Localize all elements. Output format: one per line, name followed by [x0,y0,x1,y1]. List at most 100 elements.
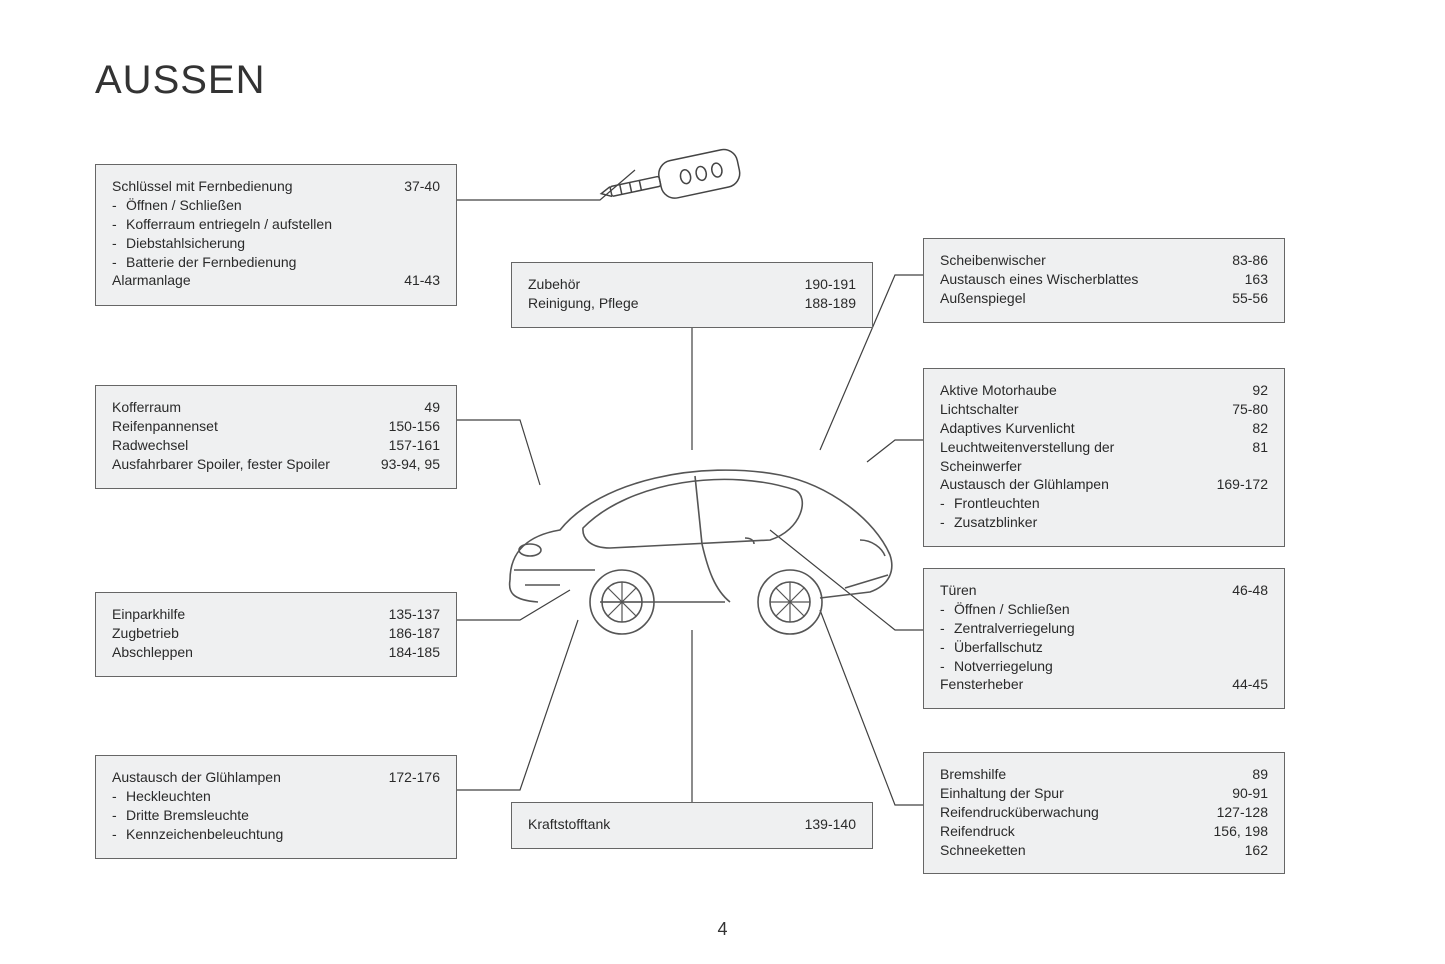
entry-label: Reifendruck [940,822,1198,841]
entry-row: Schneeketten162 [940,841,1268,860]
info-box-CBot: Kraftstofftank139-140 [511,802,873,849]
entry-pages: 162 [1198,841,1268,860]
entry-label: Aktive Motorhaube [940,381,1198,400]
entry-pages: 169-172 [1198,475,1268,494]
entry-row: Kofferraum49 [112,398,440,417]
info-box-L2: Kofferraum49Reifenpannenset150-156Radwec… [95,385,457,489]
entry-pages: 190-191 [786,275,856,294]
entry-pages: 139-140 [786,815,856,834]
entry-row: Zubehör190-191 [528,275,856,294]
entry-row: Einhaltung der Spur90-91 [940,784,1268,803]
entry-row: Austausch der Glühlampen169-172 [940,475,1268,494]
entry-label: Reifenpannenset [112,417,370,436]
page-root: AUSSEN [0,0,1445,964]
entry-pages: 82 [1198,419,1268,438]
entry-label: Türen [940,581,1198,600]
info-box-R4: Bremshilfe89Einhaltung der Spur90-91Reif… [923,752,1285,874]
entry-label: Kraftstofftank [528,815,786,834]
entry-pages: 37-40 [370,177,440,196]
entry-label: Zugbetrieb [112,624,370,643]
entry-pages: 41-43 [370,271,440,290]
entry-label: Schneeketten [940,841,1198,860]
entry-row: Türen46-48 [940,581,1268,600]
entry-label: Reinigung, Pflege [528,294,786,313]
entry-row: Abschleppen184-185 [112,643,440,662]
entry-label: Alarmanlage [112,271,370,290]
entry-pages: 49 [370,398,440,417]
entry-row: Reinigung, Pflege188-189 [528,294,856,313]
entry-pages: 150-156 [370,417,440,436]
entry-pages: 55-56 [1198,289,1268,308]
entry-pages: 156, 198 [1198,822,1268,841]
entry-subitem: Diebstahlsicherung [126,234,440,253]
entry-label: Außenspiegel [940,289,1198,308]
entry-label: Kofferraum [112,398,370,417]
entry-label: Abschleppen [112,643,370,662]
entry-subitems: Öffnen / SchließenZentralverriegelungÜbe… [940,600,1268,676]
entry-row: Alarmanlage41-43 [112,271,440,290]
entry-row: Scheibenwischer83-86 [940,251,1268,270]
entry-label: Fensterheber [940,675,1198,694]
entry-label: Lichtschalter [940,400,1198,419]
info-box-R2: Aktive Motorhaube92Lichtschalter75-80Ada… [923,368,1285,547]
entry-subitem: Überfallschutz [954,638,1268,657]
entry-label: Radwechsel [112,436,370,455]
entry-pages: 188-189 [786,294,856,313]
entry-label: Leuchtweitenverstellung der Scheinwerfer [940,438,1198,476]
info-box-R1: Scheibenwischer83-86Austausch eines Wisc… [923,238,1285,323]
entry-subitem: Zusatzblinker [954,513,1268,532]
key-fob-icon [590,140,760,225]
entry-row: Reifendrucküberwachung127-128 [940,803,1268,822]
entry-subitem: Notverriegelung [954,657,1268,676]
entry-row: Fensterheber44-45 [940,675,1268,694]
info-box-CTop: Zubehör190-191Reinigung, Pflege188-189 [511,262,873,328]
entry-pages: 157-161 [370,436,440,455]
entry-subitems: FrontleuchtenZusatzblinker [940,494,1268,532]
entry-pages: 89 [1198,765,1268,784]
entry-subitems: Öffnen / SchließenKofferraum entriegeln … [112,196,440,272]
entry-pages: 127-128 [1198,803,1268,822]
entry-label: Austausch der Glühlampen [940,475,1198,494]
entry-pages: 46-48 [1198,581,1268,600]
entry-row: Bremshilfe89 [940,765,1268,784]
entry-pages: 163 [1198,270,1268,289]
entry-row: Leuchtweitenverstellung der Scheinwerfer… [940,438,1268,476]
entry-pages: 75-80 [1198,400,1268,419]
entry-subitem: Kennzeichenbeleuchtung [126,825,440,844]
entry-pages: 44-45 [1198,675,1268,694]
entry-row: Zugbetrieb186-187 [112,624,440,643]
info-box-R3: Türen46-48Öffnen / SchließenZentralverri… [923,568,1285,709]
entry-subitem: Öffnen / Schließen [126,196,440,215]
entry-label: Scheibenwischer [940,251,1198,270]
entry-pages: 135-137 [370,605,440,624]
entry-label: Ausfahrbarer Spoiler, fester Spoiler [112,455,370,474]
entry-subitems: HeckleuchtenDritte BremsleuchteKennzeich… [112,787,440,844]
entry-row: Aktive Motorhaube92 [940,381,1268,400]
info-box-L4: Austausch der Glühlampen172-176Heckleuch… [95,755,457,859]
entry-subitem: Frontleuchten [954,494,1268,513]
car-illustration-icon [490,420,910,655]
entry-row: Kraftstofftank139-140 [528,815,856,834]
entry-label: Einhaltung der Spur [940,784,1198,803]
entry-row: Einparkhilfe135-137 [112,605,440,624]
entry-row: Ausfahrbarer Spoiler, fester Spoiler93-9… [112,455,440,474]
entry-pages: 186-187 [370,624,440,643]
info-box-L1: Schlüssel mit Fernbedienung37-40Öffnen /… [95,164,457,306]
info-box-L3: Einparkhilfe135-137Zugbetrieb186-187Absc… [95,592,457,677]
entry-pages: 92 [1198,381,1268,400]
entry-row: Adaptives Kurvenlicht82 [940,419,1268,438]
entry-pages: 93-94, 95 [370,455,440,474]
entry-pages: 184-185 [370,643,440,662]
entry-row: Radwechsel157-161 [112,436,440,455]
entry-pages: 90-91 [1198,784,1268,803]
entry-row: Schlüssel mit Fernbedienung37-40 [112,177,440,196]
entry-subitem: Heckleuchten [126,787,440,806]
entry-subitem: Batterie der Fernbedienung [126,253,440,272]
entry-subitem: Zentralverriegelung [954,619,1268,638]
entry-label: Bremshilfe [940,765,1198,784]
entry-row: Austausch eines Wischerblattes163 [940,270,1268,289]
entry-subitem: Kofferraum entriegeln / aufstellen [126,215,440,234]
entry-label: Austausch eines Wischerblattes [940,270,1198,289]
entry-label: Schlüssel mit Fernbedienung [112,177,370,196]
entry-subitem: Dritte Bremsleuchte [126,806,440,825]
